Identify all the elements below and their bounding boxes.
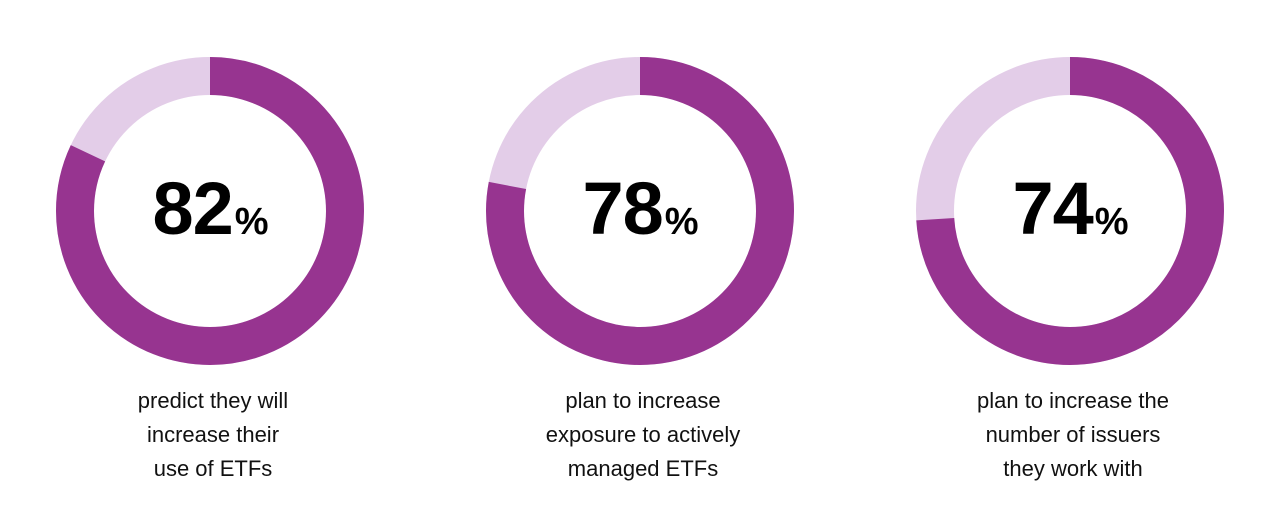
donut-chart-2 [482, 53, 798, 369]
donut-svg-2 [486, 57, 794, 365]
caption-line: plan to increase [565, 388, 721, 413]
stat-card-2: 78 % plan to increase exposure to active… [428, 0, 858, 529]
stat-caption-2: plan to increase exposure to actively ma… [488, 384, 798, 486]
donut-chart-3 [912, 53, 1228, 369]
caption-line: number of issuers [985, 422, 1161, 447]
donut-arc-1 [56, 57, 364, 365]
donut-chart-1 [52, 53, 368, 369]
stat-card-3: 74 % plan to increase the number of issu… [858, 0, 1280, 529]
donut-svg-1 [56, 57, 364, 365]
donut-arc-3 [916, 57, 1224, 365]
caption-line: they work with [1003, 456, 1143, 481]
caption-line: plan to increase the [976, 388, 1170, 413]
donut-svg-3 [916, 57, 1224, 365]
caption-line: predict they will [137, 388, 289, 413]
donut-arc-2 [486, 57, 794, 365]
stat-card-1: 82 % predict they will increase their us… [0, 0, 428, 529]
caption-line: exposure to actively [545, 422, 741, 447]
caption-line: managed ETFs [567, 456, 719, 481]
stat-caption-1: predict they will increase their use of … [58, 384, 368, 486]
stat-caption-3: plan to increase the number of issuers t… [918, 384, 1228, 486]
caption-line: increase their [146, 422, 280, 447]
caption-line: use of ETFs [153, 456, 273, 481]
